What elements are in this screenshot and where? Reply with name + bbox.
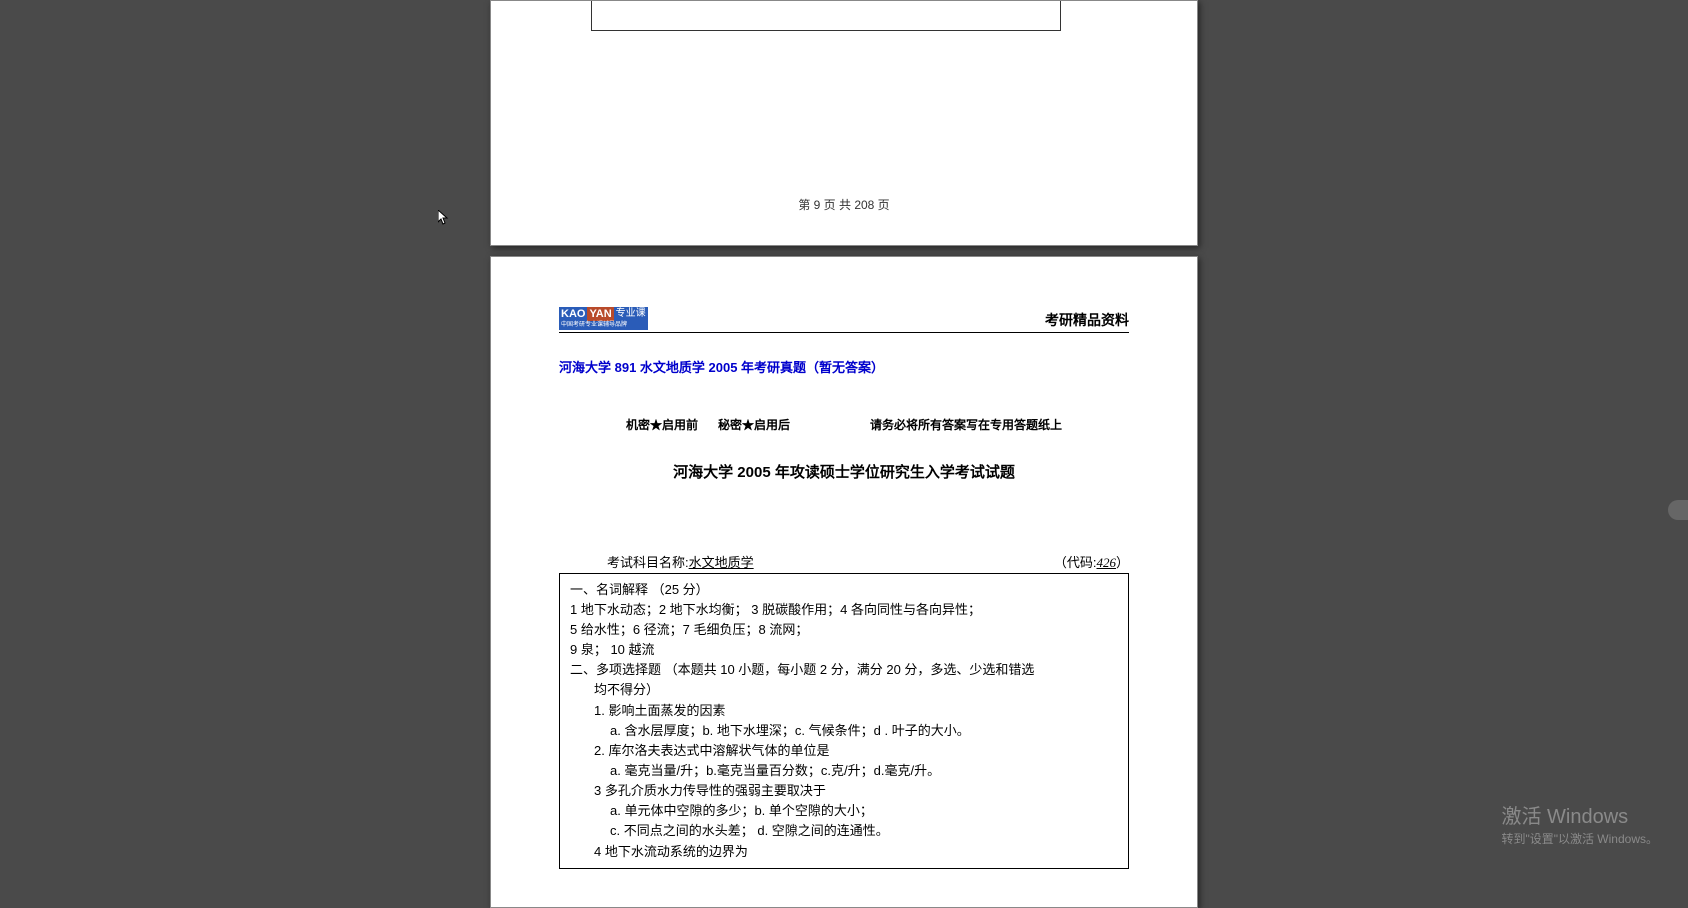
logo-kao: KAO <box>559 307 587 321</box>
logo-subtitle: 中国考研专业课辅导品牌 <box>559 321 648 330</box>
logo-yan: YAN <box>587 307 613 321</box>
question-3: 3 多孔介质水力传导性的强弱主要取决于 <box>570 781 1118 801</box>
section2-title: 二、多项选择题 （本题共 10 小题，每小题 2 分，满分 20 分，多选、少选… <box>570 660 1118 680</box>
secrecy-row: 机密★启用前 秘密★启用后 请务必将所有答案写在专用答题纸上 <box>559 416 1129 433</box>
secrecy-after: 秘密★启用后 <box>718 416 790 433</box>
kaoyan-logo: KAO YAN 专业课 中国考研专业课辅导品牌 <box>559 307 648 330</box>
section1-title: 一、名词解释 （25 分） <box>570 580 1118 600</box>
windows-activation-watermark: 激活 Windows 转到"设置"以激活 Windows。 <box>1501 803 1658 848</box>
page-10: KAO YAN 专业课 中国考研专业课辅导品牌 考研精品资料 河海大学 891 … <box>490 256 1198 908</box>
question-2: 2. 库尔洛夫表达式中溶解状气体的单位是 <box>570 741 1118 761</box>
watermark-subtitle: 转到"设置"以激活 Windows。 <box>1501 831 1658 848</box>
exam-title: 河海大学 2005 年攻读硕士学位研究生入学考试试题 <box>559 461 1129 482</box>
question-3-options-a: a. 单元体中空隙的多少；b. 单个空隙的大小； <box>570 801 1118 821</box>
watermark-title: 激活 Windows <box>1501 803 1658 831</box>
logo-zyk: 专业课 <box>614 307 648 321</box>
page-header: KAO YAN 专业课 中国考研专业课辅导品牌 考研精品资料 <box>559 307 1129 333</box>
page-9: 第 9 页 共 208 页 <box>490 0 1198 246</box>
terms-line2: 5 给水性；6 径流；7 毛细负压；8 流网； <box>570 620 1118 640</box>
side-expand-button[interactable] <box>1668 500 1688 520</box>
section2-title-cont: 均不得分） <box>570 680 1118 700</box>
secrecy-before: 机密★启用前 <box>626 416 698 433</box>
question-3-options-b: c. 不同点之间的水头差； d. 空隙之间的连通性。 <box>570 821 1118 841</box>
pdf-viewer: 第 9 页 共 208 页 KAO YAN 专业课 中国考研专业课辅导品牌 考研… <box>0 0 1688 908</box>
header-right-text: 考研精品资料 <box>1045 310 1129 330</box>
question-2-options: a. 毫克当量/升；b.毫克当量百分数；c.克/升；d.毫克/升。 <box>570 761 1118 781</box>
code-label: （代码: <box>1054 552 1097 571</box>
subject-row: 考试科目名称: 水文地质学 （代码: 426 ） <box>559 552 1129 571</box>
exam-content-box: 一、名词解释 （25 分） 1 地下水动态；2 地下水均衡； 3 脱碳酸作用；4… <box>559 573 1129 869</box>
scan-artifact-box <box>591 1 1061 31</box>
code-value: 426 <box>1096 555 1116 571</box>
subject-name: 水文地质学 <box>689 552 754 571</box>
terms-line3: 9 泉； 10 越流 <box>570 640 1118 660</box>
page-content: KAO YAN 专业课 中国考研专业课辅导品牌 考研精品资料 河海大学 891 … <box>491 257 1197 869</box>
terms-line1: 1 地下水动态；2 地下水均衡； 3 脱碳酸作用；4 各向同性与各向异性； <box>570 600 1118 620</box>
subject-label: 考试科目名称: <box>607 552 689 571</box>
question-4: 4 地下水流动系统的边界为 <box>570 842 1118 862</box>
page-footer: 第 9 页 共 208 页 <box>491 196 1197 213</box>
secrecy-instruction: 请务必将所有答案写在专用答题纸上 <box>870 416 1062 433</box>
code-close: ） <box>1116 552 1129 571</box>
document-title-link: 河海大学 891 水文地质学 2005 年考研真题（暂无答案） <box>559 357 1129 376</box>
question-1-options: a. 含水层厚度；b. 地下水埋深；c. 气候条件；d . 叶子的大小。 <box>570 721 1118 741</box>
question-1: 1. 影响土面蒸发的因素 <box>570 701 1118 721</box>
